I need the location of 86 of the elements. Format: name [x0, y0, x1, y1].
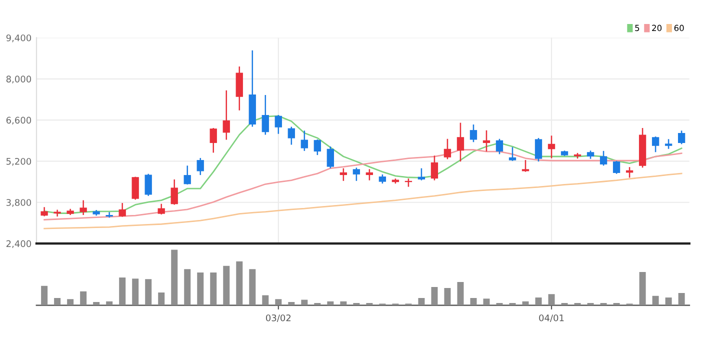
candlestick	[326, 146, 334, 169]
legend-label: 20	[652, 24, 662, 32]
y-tick-label: 6,600	[6, 116, 32, 125]
bar	[223, 266, 230, 306]
bar	[67, 299, 74, 306]
candlestick	[170, 178, 178, 206]
candlestick	[366, 168, 374, 181]
bar	[54, 298, 61, 306]
candlestick	[40, 206, 48, 217]
bar	[678, 293, 685, 306]
bar	[145, 279, 152, 306]
bar	[132, 278, 139, 306]
candlestick	[80, 200, 87, 216]
y-tick-label: 5,200	[6, 158, 32, 166]
bar	[535, 297, 542, 306]
candlestick	[418, 168, 426, 181]
candlestick	[482, 130, 490, 152]
candlestick	[652, 136, 660, 153]
candlestick	[496, 138, 504, 155]
candlestick	[118, 202, 126, 218]
candlestick	[210, 127, 217, 154]
candlestick	[378, 174, 386, 184]
candlestick	[678, 130, 686, 145]
candlestick	[196, 157, 204, 176]
candlestick	[470, 124, 478, 143]
bar	[457, 282, 464, 306]
bar	[41, 286, 48, 306]
candlestick	[288, 126, 295, 146]
y-tick-label: 3,800	[6, 199, 32, 207]
candlestick	[352, 167, 360, 182]
bar	[444, 288, 451, 306]
bar	[262, 295, 269, 306]
candlestick	[314, 138, 321, 156]
candlestick	[144, 173, 152, 197]
y-tick-label: 9,400	[6, 34, 32, 42]
candlestick	[340, 168, 348, 182]
candlestick	[184, 164, 191, 186]
bar	[249, 269, 256, 306]
bar	[327, 301, 334, 306]
candlestick	[444, 138, 452, 160]
candlestick	[612, 160, 620, 174]
bar	[93, 302, 100, 306]
x-tick-label: 03/02	[266, 314, 291, 322]
candlestick	[158, 203, 165, 216]
line-series	[44, 172, 682, 230]
x-tick-label: 04/01	[539, 314, 564, 322]
y-tick-label: 8,000	[6, 76, 32, 84]
candlestick	[548, 135, 556, 159]
bar	[158, 292, 165, 306]
bar	[522, 301, 529, 306]
bar	[301, 300, 308, 306]
candlestick	[534, 137, 542, 162]
bar	[106, 301, 113, 306]
bar	[340, 301, 347, 306]
legend-label: 60	[674, 24, 684, 32]
bar	[431, 286, 438, 306]
bar	[184, 269, 191, 306]
bar	[470, 298, 477, 306]
bar	[652, 296, 659, 306]
candlestick	[262, 94, 269, 136]
candlestick	[54, 209, 61, 218]
candlestick	[508, 146, 516, 162]
bar	[210, 272, 217, 306]
bar	[418, 298, 425, 306]
candlestick	[430, 155, 438, 181]
bar	[197, 272, 204, 306]
bar	[665, 297, 672, 306]
y-tick-label: 2,400	[6, 240, 32, 248]
bar	[275, 299, 282, 306]
bar	[236, 261, 243, 306]
candlestick	[456, 122, 464, 162]
legend-label: 5	[635, 24, 640, 32]
candlestick	[132, 176, 139, 200]
bar	[639, 272, 646, 306]
bar	[171, 250, 178, 306]
candlestick	[300, 130, 308, 152]
bar	[80, 291, 87, 306]
candlestick	[664, 138, 672, 150]
bar	[548, 294, 555, 306]
candlestick	[222, 90, 230, 140]
bar	[288, 302, 295, 306]
bar	[119, 278, 126, 306]
candlestick	[600, 150, 608, 166]
bar	[483, 298, 490, 306]
candlestick	[274, 114, 282, 134]
candlestick	[522, 159, 530, 172]
